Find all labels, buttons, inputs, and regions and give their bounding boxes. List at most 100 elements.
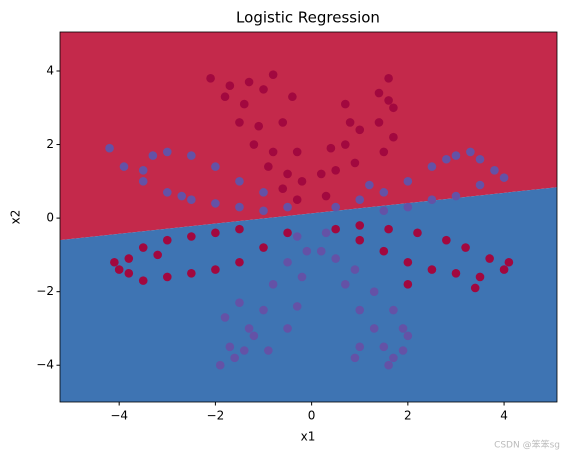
point [259,206,268,216]
point [268,280,278,289]
point [398,324,408,333]
point [331,202,340,212]
point [379,188,389,197]
point [259,188,268,197]
point [239,99,249,109]
point [268,147,278,157]
point [355,195,365,205]
point [235,118,244,127]
point [427,162,437,171]
point [114,265,124,274]
point [244,324,254,333]
point [153,250,162,260]
point [341,140,350,149]
point [321,191,331,201]
point [105,143,114,153]
point [427,195,437,205]
point [215,360,225,370]
point [302,246,312,256]
point [403,280,413,289]
point [283,324,292,333]
point [442,235,451,245]
point [278,184,288,193]
point [249,140,259,149]
point [365,180,374,190]
point [235,224,244,234]
point [268,70,278,79]
point [345,118,355,127]
point [379,206,389,216]
point [211,265,220,274]
y-tick-label: −2 [36,284,54,298]
point [220,313,230,322]
point [350,265,360,274]
point [259,305,268,315]
point [292,147,302,157]
point [138,243,148,252]
point [292,302,302,311]
x-tick-label: 4 [500,409,508,423]
point [341,280,350,289]
point [451,151,461,160]
point [403,177,413,186]
y-tick-label: 0 [46,211,54,225]
point [162,235,172,245]
point [283,257,292,267]
point [283,169,292,179]
point [499,265,509,274]
point [259,85,268,94]
region-below [60,187,557,402]
point [162,272,172,282]
point [206,74,215,83]
x-tick-label: −2 [207,409,225,423]
point [211,162,220,171]
point [341,99,350,109]
point [389,132,398,142]
point [297,272,307,282]
point [264,346,273,355]
point [187,232,196,241]
point [331,224,340,234]
point [384,96,393,105]
point [475,154,485,164]
point [249,331,259,341]
point [225,81,235,90]
point [379,147,389,157]
point [316,246,326,256]
point [244,77,254,87]
x-tick-label: 2 [404,409,412,423]
point [254,121,264,131]
point [138,165,148,175]
point [230,353,239,363]
point [475,272,485,282]
chart-title: Logistic Regression [236,9,380,27]
point [427,265,437,274]
point [403,331,413,341]
point [138,177,148,186]
watermark: CSDN @笨笨sg [494,439,560,451]
point [162,147,172,157]
point [119,162,129,171]
point [451,268,461,278]
point [187,151,196,160]
x-axis-label: x1 [301,430,316,444]
point [504,257,514,267]
y-axis-label: x2 [9,210,23,225]
point [389,103,398,113]
point [239,346,249,355]
point [292,195,302,205]
point [470,283,480,293]
x-tick-label: −4 [110,409,128,423]
point [316,169,326,179]
point [321,228,331,238]
point [384,360,393,370]
point [475,180,485,190]
x-tick-label: 0 [308,409,316,423]
point [187,268,196,278]
point [379,342,389,352]
point [148,151,158,160]
point [355,235,365,245]
point [225,342,235,352]
point [177,191,187,201]
